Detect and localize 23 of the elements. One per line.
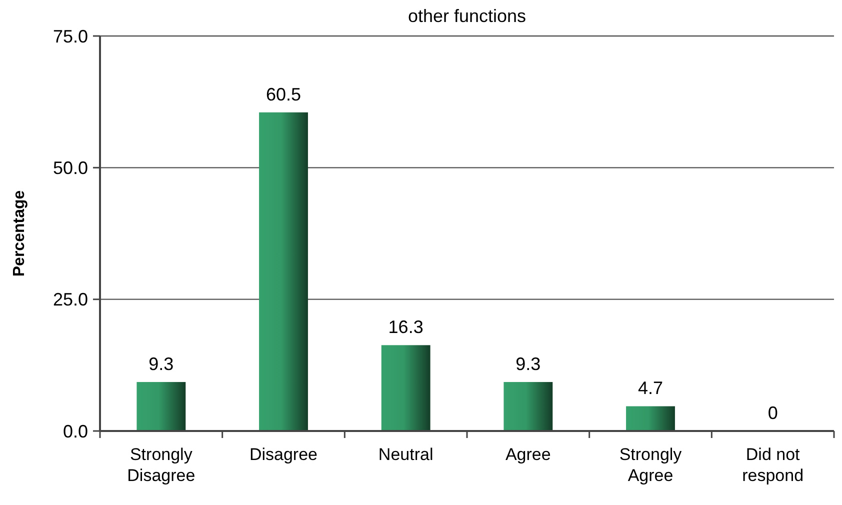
x-tick-label: Disagree	[249, 445, 318, 464]
x-tick-label: Did not respond	[742, 445, 804, 485]
x-tick-label: Strongly Agree	[619, 445, 682, 485]
data-label: 0	[768, 403, 778, 423]
y-tick-label: 75.0	[52, 26, 88, 46]
y-tick-label: 25.0	[52, 290, 88, 310]
data-label: 4.7	[638, 378, 664, 398]
bar	[504, 382, 553, 431]
x-tick-label: Strongly Disagree	[127, 445, 196, 485]
data-label: 9.3	[148, 354, 174, 374]
y-tick-label: 50.0	[52, 158, 88, 178]
bar	[626, 406, 675, 431]
data-label: 16.3	[388, 317, 424, 338]
bar	[381, 345, 430, 431]
data-label: 9.3	[516, 354, 541, 374]
x-tick-label: Agree	[505, 445, 551, 464]
bar	[136, 382, 186, 431]
y-axis-title: Percentage	[11, 190, 28, 277]
bar	[259, 112, 308, 431]
x-tick-label: Neutral	[378, 445, 434, 464]
chart-title: other functions	[408, 6, 526, 26]
data-label: 60.5	[266, 84, 302, 104]
y-tick-label: 0.0	[62, 421, 88, 442]
